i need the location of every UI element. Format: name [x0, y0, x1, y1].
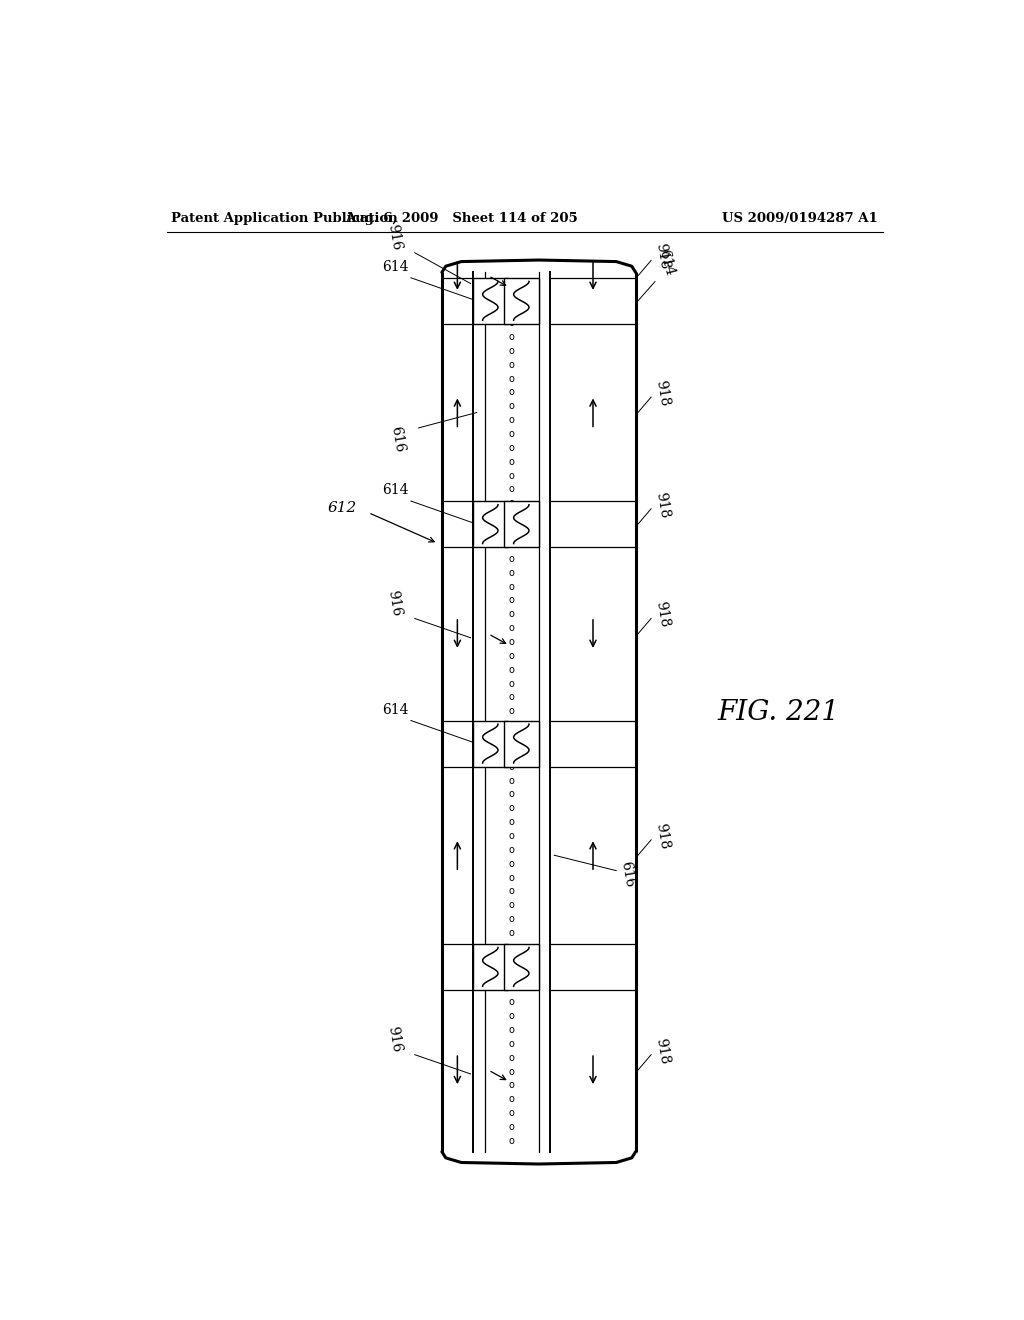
- Text: o: o: [509, 900, 515, 911]
- Text: o: o: [509, 1094, 515, 1105]
- Polygon shape: [442, 1151, 636, 1164]
- Text: o: o: [509, 582, 515, 591]
- Text: o: o: [509, 512, 515, 523]
- Text: o: o: [509, 305, 515, 314]
- Text: 918: 918: [652, 822, 671, 850]
- Text: o: o: [509, 1026, 515, 1035]
- Text: o: o: [509, 568, 515, 578]
- Text: o: o: [509, 651, 515, 661]
- Text: o: o: [509, 1053, 515, 1063]
- Text: o: o: [509, 360, 515, 370]
- Text: o: o: [509, 388, 515, 397]
- Text: o: o: [509, 665, 515, 675]
- Text: o: o: [509, 789, 515, 800]
- Text: o: o: [509, 804, 515, 813]
- Text: o: o: [509, 444, 515, 453]
- Text: o: o: [509, 734, 515, 744]
- Text: 616: 616: [389, 425, 407, 454]
- Text: 614: 614: [382, 483, 409, 498]
- Bar: [473, 502, 508, 548]
- Text: 614: 614: [382, 702, 409, 717]
- Text: o: o: [509, 721, 515, 730]
- Text: 918: 918: [652, 379, 671, 408]
- Text: 916: 916: [385, 1026, 403, 1053]
- Text: o: o: [509, 983, 515, 994]
- Text: o: o: [509, 484, 515, 495]
- Text: o: o: [509, 706, 515, 717]
- Text: o: o: [509, 915, 515, 924]
- Text: 616: 616: [617, 861, 636, 888]
- Text: o: o: [509, 1122, 515, 1133]
- Text: o: o: [509, 845, 515, 855]
- Text: Aug. 6, 2009   Sheet 114 of 205: Aug. 6, 2009 Sheet 114 of 205: [345, 213, 578, 224]
- Bar: [473, 277, 508, 323]
- Text: o: o: [509, 887, 515, 896]
- Text: o: o: [509, 1039, 515, 1049]
- Text: o: o: [509, 873, 515, 883]
- Text: 918: 918: [652, 601, 671, 628]
- Text: o: o: [509, 928, 515, 939]
- Text: 614: 614: [656, 248, 677, 277]
- Text: 916: 916: [385, 223, 403, 252]
- Text: o: o: [509, 540, 515, 550]
- Text: 916: 916: [385, 589, 403, 618]
- Text: o: o: [509, 832, 515, 841]
- Polygon shape: [442, 260, 636, 272]
- Text: 918: 918: [652, 243, 671, 271]
- Text: o: o: [509, 429, 515, 440]
- Text: o: o: [509, 290, 515, 301]
- Text: o: o: [509, 527, 515, 536]
- Text: o: o: [509, 817, 515, 828]
- Text: o: o: [509, 678, 515, 689]
- Text: o: o: [509, 748, 515, 758]
- Text: 918: 918: [652, 1036, 671, 1065]
- Bar: [504, 502, 539, 548]
- Bar: [473, 944, 508, 990]
- Text: 612: 612: [328, 502, 356, 515]
- Text: o: o: [509, 638, 515, 647]
- Text: o: o: [509, 762, 515, 772]
- Text: o: o: [509, 346, 515, 356]
- Text: o: o: [509, 595, 515, 606]
- Bar: [504, 277, 539, 323]
- Text: o: o: [509, 416, 515, 425]
- Text: o: o: [509, 859, 515, 869]
- Text: o: o: [509, 457, 515, 467]
- Text: o: o: [509, 693, 515, 702]
- Bar: [504, 721, 539, 767]
- Text: o: o: [509, 1137, 515, 1146]
- Text: 918: 918: [652, 491, 671, 519]
- Text: o: o: [509, 1067, 515, 1077]
- Text: o: o: [509, 623, 515, 634]
- Text: o: o: [509, 401, 515, 412]
- Text: o: o: [509, 554, 515, 564]
- Text: o: o: [509, 998, 515, 1007]
- Text: 614: 614: [382, 260, 409, 275]
- Text: o: o: [509, 374, 515, 384]
- Text: o: o: [509, 333, 515, 342]
- Text: o: o: [509, 1109, 515, 1118]
- Text: o: o: [509, 1011, 515, 1022]
- Text: o: o: [509, 610, 515, 619]
- Text: Patent Application Publication: Patent Application Publication: [171, 213, 397, 224]
- Text: o: o: [509, 970, 515, 979]
- Text: o: o: [509, 277, 515, 286]
- Text: o: o: [509, 942, 515, 952]
- Text: o: o: [509, 776, 515, 785]
- Text: o: o: [509, 471, 515, 480]
- Text: US 2009/0194287 A1: US 2009/0194287 A1: [723, 213, 879, 224]
- Text: o: o: [509, 1081, 515, 1090]
- Text: FIG. 221: FIG. 221: [717, 700, 839, 726]
- Bar: [504, 944, 539, 990]
- Text: o: o: [509, 499, 515, 508]
- Text: o: o: [509, 318, 515, 329]
- Bar: [473, 721, 508, 767]
- Text: o: o: [509, 956, 515, 966]
